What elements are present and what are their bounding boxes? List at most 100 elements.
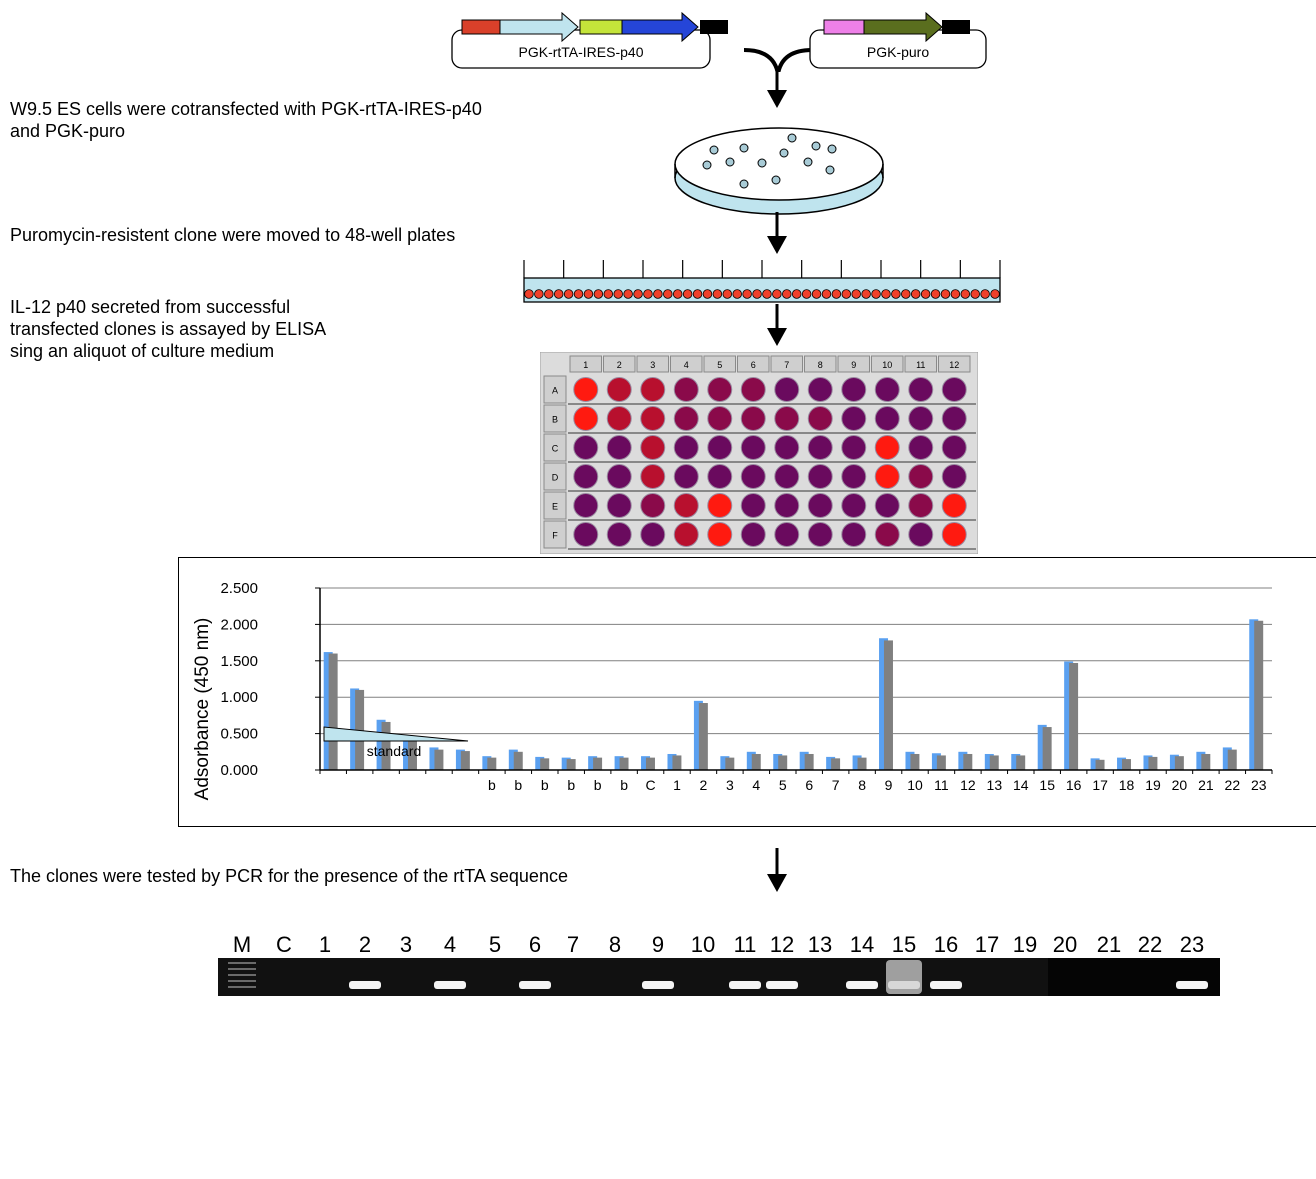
bar (1069, 662, 1079, 770)
gel-lane-label: 11 (734, 932, 757, 957)
bar (593, 757, 603, 770)
gel-lane-label: 12 (770, 932, 794, 957)
x-category-label: 8 (858, 777, 866, 793)
strip-well (772, 289, 782, 299)
bar (1064, 661, 1074, 770)
strip-well (633, 289, 643, 299)
y-tick-label: 0.500 (220, 726, 258, 743)
plate-column-header (636, 355, 669, 373)
bar (879, 638, 889, 770)
plate-well (740, 522, 766, 547)
gel-dark-region (1048, 958, 1220, 996)
plate-well (941, 435, 967, 460)
plate-well (673, 522, 699, 547)
gel-lane-label: 9 (652, 932, 664, 957)
x-category-label: 15 (1039, 777, 1055, 793)
strip-well (871, 289, 881, 299)
bar (1174, 756, 1184, 770)
pcr-band (1176, 981, 1208, 989)
vector2-puro-arrow (863, 11, 943, 43)
strip-well (752, 289, 762, 299)
plate-well (774, 522, 800, 547)
strip-well (534, 289, 544, 299)
plate-well (941, 464, 967, 489)
strip-well (682, 289, 693, 299)
plate-well (673, 493, 699, 518)
x-category-label: 16 (1066, 777, 1082, 793)
gel-lane-label: 10 (691, 932, 715, 957)
plate-well (807, 493, 833, 518)
plate-column-header (904, 355, 937, 373)
bar (1011, 753, 1021, 770)
plate-well (874, 493, 900, 518)
step1-text: W9.5 ES cells were cotransfected with PG… (10, 99, 482, 141)
plate-well (841, 377, 867, 402)
plate-well (941, 377, 967, 402)
bar (1095, 759, 1105, 770)
gel-lane-label: 19 (1013, 932, 1037, 957)
bar (381, 721, 391, 770)
bar (958, 751, 968, 770)
strip-well (970, 289, 980, 299)
strip-well (901, 289, 911, 299)
plate-well (740, 435, 766, 460)
plate-well (874, 406, 900, 431)
bar (1222, 747, 1232, 770)
gel-lane-label: 5 (489, 932, 501, 957)
plate-column-label: 11 (916, 360, 925, 370)
bar (460, 751, 470, 770)
x-category-label: b (541, 777, 549, 793)
x-category-label: 5 (779, 777, 787, 793)
strip-well (821, 289, 832, 299)
x-category-label: 22 (1225, 777, 1241, 793)
plate-column-label: 8 (818, 360, 823, 370)
chart-frame (178, 557, 1316, 827)
bar (989, 755, 999, 770)
bar (1121, 759, 1131, 770)
plate-well (841, 522, 867, 547)
strip-well (930, 289, 941, 299)
plate-row-header (543, 404, 567, 433)
plate-column-header (804, 355, 837, 373)
plate-well (941, 493, 967, 518)
plate-well (640, 435, 666, 460)
bar (535, 756, 545, 770)
plate-well (774, 377, 800, 402)
plate-well (640, 493, 666, 518)
strip-well (920, 289, 931, 299)
plate-well (673, 406, 699, 431)
bar (561, 757, 571, 770)
bar (619, 757, 629, 770)
plate-well (740, 406, 766, 431)
plate-well (908, 435, 934, 460)
plate-column-label: 9 (851, 360, 856, 370)
x-category-label: b (620, 777, 628, 793)
bar (403, 737, 413, 770)
bar (672, 755, 682, 770)
plate-column-label: 4 (684, 360, 689, 370)
x-category-label: 11 (934, 777, 949, 793)
bar (984, 753, 994, 770)
pcr-band (434, 981, 466, 989)
plate-well (874, 464, 900, 489)
plate-well (908, 406, 934, 431)
x-category-label: b (594, 777, 602, 793)
gel-lane-label: 23 (1180, 932, 1204, 957)
strip-well (702, 289, 713, 299)
plate-column-label: 10 (882, 360, 892, 370)
plate-well (707, 377, 733, 402)
y-tick-label: 0.000 (220, 762, 258, 779)
strip-well (980, 289, 990, 299)
bar (667, 753, 677, 770)
strip-well (782, 289, 792, 299)
plate-column-header (737, 355, 770, 373)
x-category-label: 10 (907, 777, 923, 793)
bar (1254, 620, 1264, 770)
gel-lane-label: C (276, 932, 292, 957)
vector2-polya-segment (942, 20, 970, 34)
ladder-band (228, 974, 256, 976)
bar (693, 700, 703, 770)
plate-well (707, 522, 733, 547)
pcr-gel: M C 1 2 3 4 5 6 7 8 9 10 11 12 13 14 15 16 17 19 20 21 22 23 (218, 932, 1220, 996)
